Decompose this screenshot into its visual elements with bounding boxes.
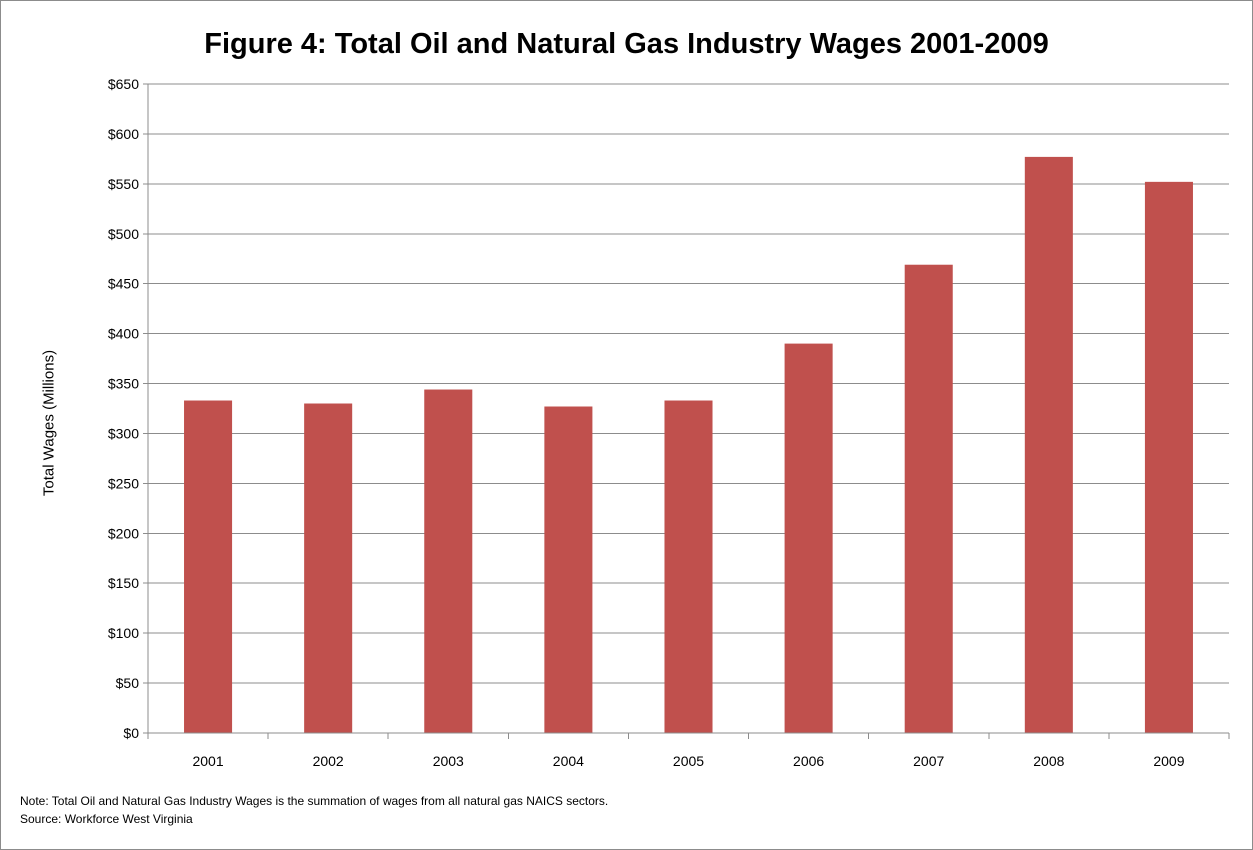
- bar: [304, 403, 353, 733]
- y-tick-label: $400: [108, 326, 139, 342]
- y-tick-label: $550: [108, 176, 139, 192]
- bar: [784, 343, 833, 733]
- y-tick-label: $0: [123, 725, 139, 741]
- x-tick-label: 2001: [192, 753, 223, 769]
- x-tick-label: 2003: [433, 753, 464, 769]
- x-tick-label: 2002: [313, 753, 344, 769]
- bar: [424, 389, 473, 733]
- bar: [544, 406, 593, 733]
- x-tick-label: 2005: [673, 753, 704, 769]
- x-tick-label: 2004: [553, 753, 584, 769]
- y-tick-label: $100: [108, 625, 139, 641]
- x-tick-label: 2009: [1153, 753, 1184, 769]
- bar: [1024, 156, 1073, 733]
- y-tick-label: $150: [108, 575, 139, 591]
- y-tick-label: $250: [108, 475, 139, 491]
- y-tick-label: $300: [108, 425, 139, 441]
- x-tick-label: 2007: [913, 753, 944, 769]
- y-tick-label: $450: [108, 276, 139, 292]
- x-tick-label: 2006: [793, 753, 824, 769]
- y-tick-label: $50: [116, 675, 140, 691]
- bar: [184, 400, 233, 733]
- bar: [904, 264, 953, 733]
- chart-title: Figure 4: Total Oil and Natural Gas Indu…: [204, 28, 1049, 60]
- y-tick-label: $650: [108, 76, 139, 92]
- bar: [664, 400, 713, 733]
- y-tick-label: $200: [108, 525, 139, 541]
- x-tick-label: 2008: [1033, 753, 1064, 769]
- footnote-note: Note: Total Oil and Natural Gas Industry…: [20, 794, 609, 808]
- bar: [1144, 181, 1193, 733]
- y-tick-label: $600: [108, 126, 139, 142]
- y-tick-label: $350: [108, 376, 139, 392]
- footnote-source: Source: Workforce West Virginia: [20, 812, 193, 826]
- y-tick-label: $500: [108, 226, 139, 242]
